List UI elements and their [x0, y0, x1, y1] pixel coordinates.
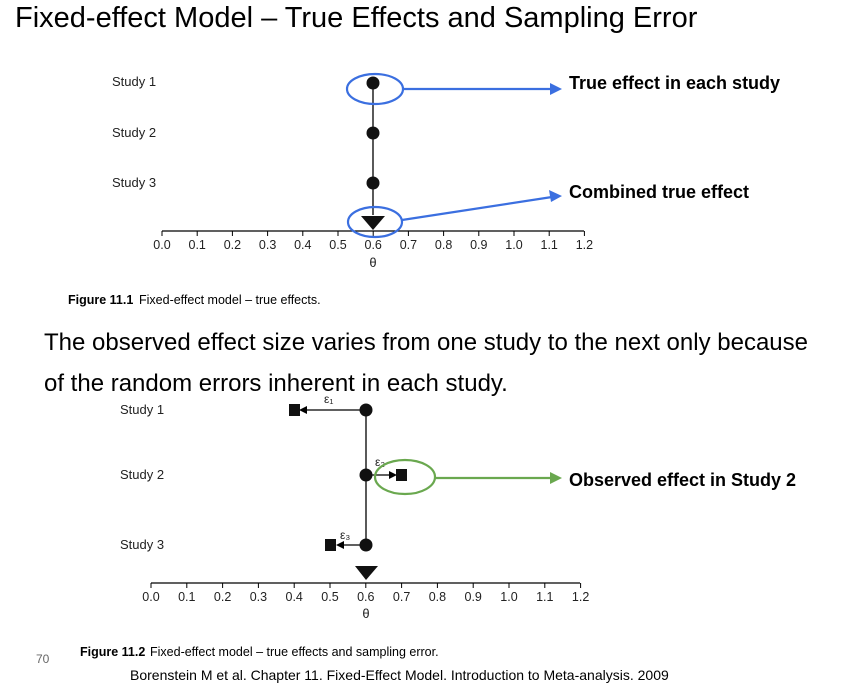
- x-axis-tick-label: 1.1: [536, 590, 553, 604]
- figure-sampling-error: Study 1 Study 2 Study 3 ε₁ ε₂ ε₃ 0.0 0.1 0…: [80, 392, 796, 659]
- x-axis-tick-label: 0.0: [142, 590, 159, 604]
- callout-true-effect: True effect in each study: [569, 73, 780, 93]
- x-axis-tick-label: 0.9: [470, 238, 487, 252]
- x-axis-tick-label: 0.9: [465, 590, 482, 604]
- true-effect-point-2: [366, 126, 380, 140]
- page-number: 70: [36, 652, 50, 666]
- x-axis-tick-label: 0.8: [435, 238, 452, 252]
- true-effect-point-3: [366, 176, 380, 190]
- figure2-caption-label: Figure 11.2: [80, 645, 145, 659]
- combined-effect-triangle: [355, 566, 378, 580]
- figure-true-effects: Study 1 Study 2 Study 3 0.0 0.1 0.2 0.3 0.4 0…: [68, 72, 780, 307]
- true-effect-point-1: [366, 76, 380, 90]
- combined-effect-arrowhead: [549, 190, 562, 202]
- x-axis-tick-label: 1.0: [500, 590, 517, 604]
- figure1-caption: Fixed-effect model – true effects.: [139, 293, 321, 307]
- x-axis-ticks: 0.0 0.1 0.2 0.3 0.4 0.5 0.6 0.7 0.8 0.9 1.0 1.1 1.2: [142, 583, 589, 604]
- observed-effect-3: [325, 539, 336, 551]
- x-axis-tick-label: 0.1: [178, 590, 195, 604]
- x-axis-tick-label: 0.8: [429, 590, 446, 604]
- true-effect-point-2: [359, 468, 373, 482]
- observed-effect-2: [396, 469, 407, 481]
- study-label-3: Study 3: [120, 537, 164, 552]
- combined-effect-highlight: [346, 205, 404, 239]
- x-axis-tick-label: 0.7: [400, 238, 417, 252]
- x-axis-tick-label: 0.4: [286, 590, 303, 604]
- study-labels: Study 1 Study 2 Study 3: [112, 74, 156, 190]
- x-axis-label: θ: [362, 606, 369, 621]
- error-label-1: ε₁: [324, 392, 333, 406]
- x-axis-label: θ: [369, 255, 376, 270]
- x-axis-tick-label: 0.1: [189, 238, 206, 252]
- slide-title: Fixed-effect Model – True Effects and Sa…: [15, 2, 698, 34]
- x-axis-tick-label: 0.7: [393, 590, 410, 604]
- x-axis-tick-label: 0.6: [357, 590, 374, 604]
- study-label-2: Study 2: [112, 125, 156, 140]
- x-axis-tick-label: 1.2: [572, 590, 589, 604]
- study-label-2: Study 2: [120, 467, 164, 482]
- x-axis-tick-label: 1.1: [541, 238, 558, 252]
- error-label-2: ε₂: [375, 455, 385, 469]
- callout-combined-effect: Combined true effect: [569, 182, 749, 202]
- study-label-1: Study 1: [120, 402, 164, 417]
- combined-effect-triangle: [361, 216, 385, 230]
- study-labels: Study 1 Study 2 Study 3: [120, 402, 164, 552]
- x-axis-tick-label: 0.6: [365, 238, 382, 252]
- error-arrowhead-2: [389, 471, 397, 479]
- callout-observed-effect: Observed effect in Study 2: [569, 470, 796, 490]
- x-axis-tick-label: 1.2: [576, 238, 593, 252]
- study-label-3: Study 3: [112, 175, 156, 190]
- x-axis-tick-label: 0.2: [214, 590, 231, 604]
- error-label-3: ε₃: [340, 528, 350, 542]
- x-axis-tick-label: 0.3: [250, 590, 267, 604]
- x-axis-tick-label: 0.4: [294, 238, 311, 252]
- true-effect-arrowhead: [550, 83, 562, 95]
- study-label-1: Study 1: [112, 74, 156, 89]
- combined-effect-arrow: [401, 195, 553, 222]
- x-axis-tick-label: 0.5: [321, 590, 338, 604]
- x-axis-tick-label: 0.3: [259, 238, 276, 252]
- citation: Borenstein M et al. Chapter 11. Fixed-Ef…: [130, 667, 669, 683]
- figure2-caption: Fixed-effect model – true effects and sa…: [150, 645, 439, 659]
- true-effect-point-3: [359, 538, 373, 552]
- error-arrowhead-3: [336, 541, 344, 549]
- x-axis-tick-label: 1.0: [505, 238, 522, 252]
- true-effect-point-1: [359, 403, 373, 417]
- x-axis-tick-label: 0.0: [153, 238, 170, 252]
- error-arrowhead-1: [299, 406, 307, 414]
- figure1-caption-label: Figure 11.1: [68, 293, 133, 307]
- observed-effect-arrowhead: [550, 472, 562, 484]
- x-axis-tick-label: 0.5: [329, 238, 346, 252]
- observed-effect-1: [289, 404, 300, 416]
- x-axis-tick-label: 0.2: [224, 238, 241, 252]
- body-text: The observed effect size varies from one…: [44, 329, 808, 397]
- x-axis-ticks: 0.0 0.1 0.2 0.3 0.4 0.5 0.6 0.7 0.8 0.9 1.0 1.1 1.2: [153, 231, 593, 252]
